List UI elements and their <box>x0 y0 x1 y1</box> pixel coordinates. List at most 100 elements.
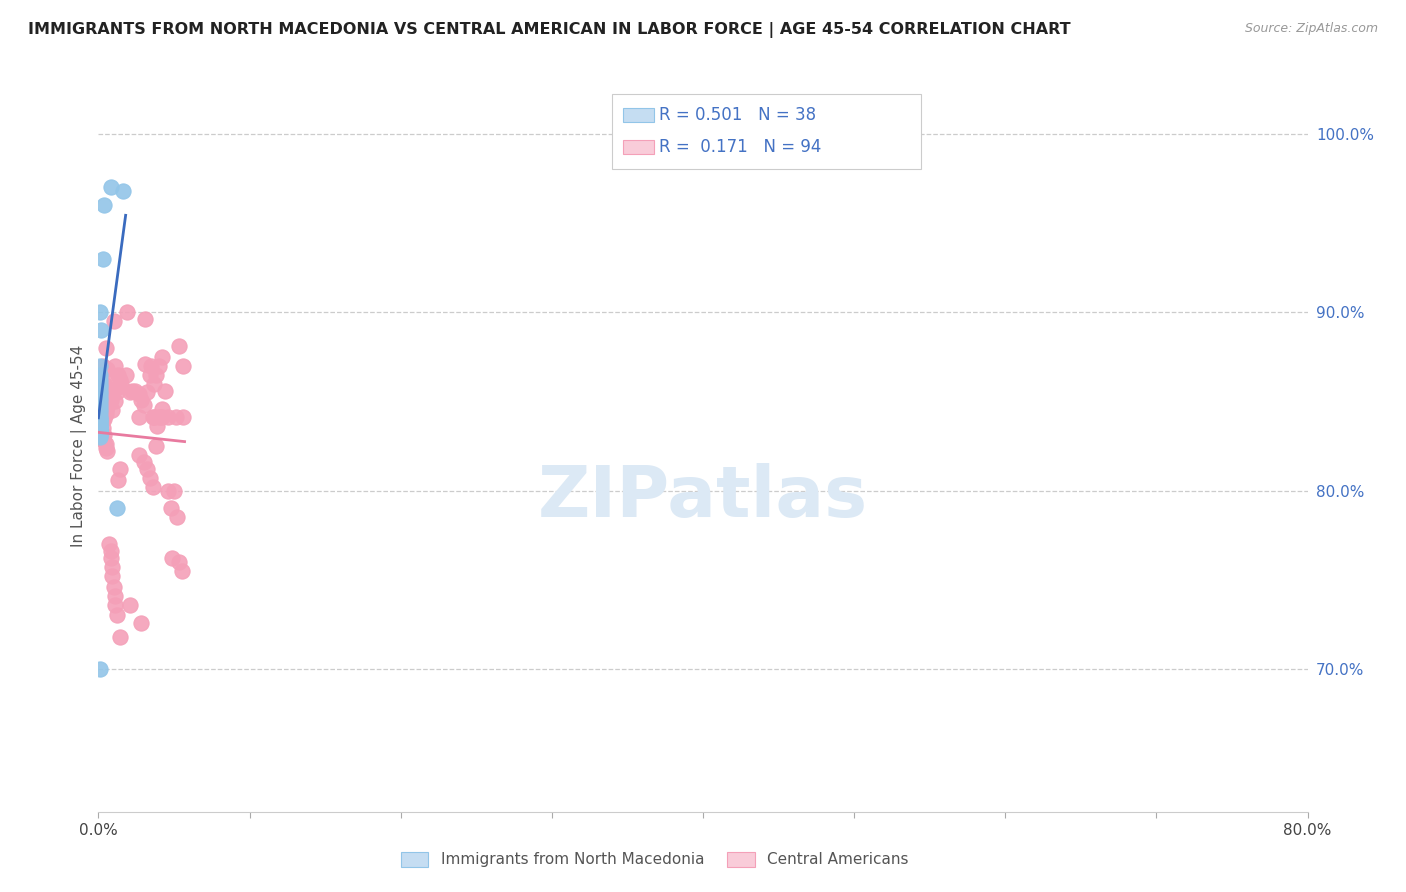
Point <box>93 412 115 426</box>
Point <box>89 430 111 444</box>
Point <box>100 544 122 558</box>
Point <box>142 410 165 425</box>
Point <box>89 428 111 442</box>
Point <box>104 598 127 612</box>
Point <box>89 417 111 432</box>
Point <box>91 407 114 421</box>
Point <box>93 198 115 212</box>
Point <box>96 362 118 376</box>
Point <box>150 410 173 425</box>
Point <box>110 376 132 391</box>
Point <box>98 537 121 551</box>
Point <box>104 589 127 603</box>
Point <box>101 403 124 417</box>
Point <box>143 410 166 425</box>
Point <box>150 350 173 364</box>
Point <box>89 368 111 382</box>
Point <box>90 412 112 426</box>
Point <box>129 615 152 630</box>
Point <box>100 551 122 566</box>
Point <box>139 368 162 382</box>
Point <box>89 409 111 423</box>
Point <box>172 410 194 425</box>
Point <box>107 380 129 394</box>
Point <box>89 426 111 441</box>
Point <box>134 357 156 371</box>
Point <box>101 569 124 583</box>
Point <box>101 560 124 574</box>
Point <box>89 380 111 394</box>
Point <box>166 510 188 524</box>
Point <box>104 394 127 409</box>
Point <box>89 414 111 428</box>
Point <box>142 480 165 494</box>
Point <box>91 412 114 426</box>
Point <box>115 305 138 319</box>
Point <box>89 412 111 426</box>
Point <box>89 425 111 439</box>
Point <box>100 392 122 407</box>
Point <box>143 376 166 391</box>
Point <box>141 359 163 373</box>
Point <box>96 400 118 414</box>
Point <box>165 410 187 425</box>
Point <box>148 410 170 425</box>
Point <box>94 403 117 417</box>
Point <box>148 359 170 373</box>
Point <box>89 423 111 437</box>
Point <box>94 441 117 455</box>
Point <box>89 305 111 319</box>
Point <box>90 323 112 337</box>
Point <box>128 410 150 425</box>
Point <box>89 376 111 391</box>
Point <box>89 373 111 387</box>
Point <box>91 252 114 266</box>
Point <box>89 421 111 435</box>
Point <box>105 501 128 516</box>
Point <box>156 410 179 425</box>
Point <box>96 398 118 412</box>
Point <box>89 384 111 398</box>
Point <box>93 376 115 391</box>
Point <box>103 314 125 328</box>
Point <box>114 368 136 382</box>
Point <box>128 448 150 462</box>
Point <box>90 385 112 400</box>
Point <box>105 385 128 400</box>
Point <box>90 416 112 430</box>
Point <box>150 401 173 416</box>
Point <box>145 368 167 382</box>
Text: Source: ZipAtlas.com: Source: ZipAtlas.com <box>1244 22 1378 36</box>
Legend: Immigrants from North Macedonia, Central Americans: Immigrants from North Macedonia, Central… <box>395 846 914 873</box>
Point <box>89 391 111 405</box>
Point <box>91 394 114 409</box>
Point <box>124 384 146 398</box>
Y-axis label: In Labor Force | Age 45-54: In Labor Force | Age 45-54 <box>72 345 87 547</box>
Point <box>105 608 128 623</box>
Point <box>146 419 169 434</box>
Point <box>163 483 186 498</box>
Point <box>120 598 142 612</box>
Point <box>93 428 115 442</box>
Point <box>100 180 122 194</box>
Point <box>108 462 131 476</box>
Point <box>121 384 143 398</box>
Point <box>167 339 190 353</box>
Point <box>89 416 111 430</box>
Point <box>94 407 117 421</box>
Point <box>104 359 127 373</box>
Point <box>139 471 162 485</box>
Point <box>91 359 114 373</box>
Text: R = 0.501   N = 38: R = 0.501 N = 38 <box>659 106 817 124</box>
Point <box>108 373 131 387</box>
Text: ZIPatlas: ZIPatlas <box>538 463 868 532</box>
Point <box>96 444 118 458</box>
Point <box>89 412 111 426</box>
Point <box>89 423 111 437</box>
Point <box>111 184 134 198</box>
Point <box>89 421 111 435</box>
Point <box>156 483 179 498</box>
Point <box>120 385 142 400</box>
Point <box>89 401 111 416</box>
Point <box>94 437 117 451</box>
